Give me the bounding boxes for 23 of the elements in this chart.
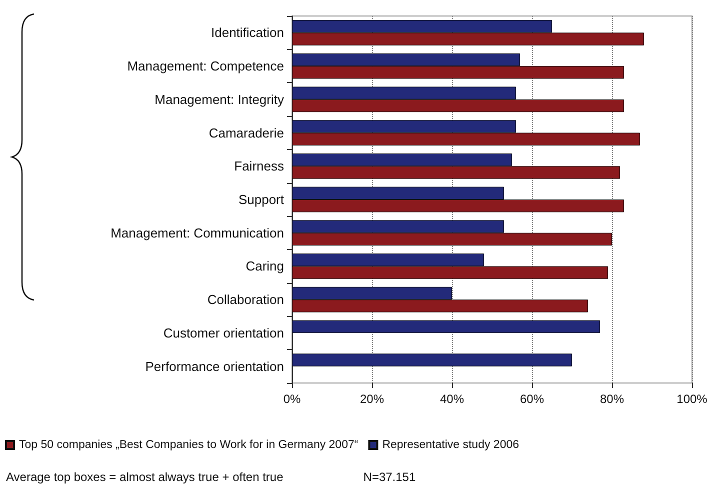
x-tick-label: 0%: [283, 392, 301, 406]
y-tick-label: Camaraderie: [208, 125, 284, 140]
y-tick-label: Management: Communication: [110, 225, 284, 240]
y-tick-label: Fairness: [234, 158, 284, 174]
y-tick-label: Management: Integrity: [154, 92, 284, 107]
y-tick-label: Management: Competence: [127, 58, 284, 74]
y-tick-label: Customer orientation: [163, 325, 284, 340]
y-tick-label: Caring: [246, 258, 284, 274]
x-tick-label: 100%: [676, 392, 708, 406]
y-tick-label: Collaboration: [207, 292, 284, 308]
bar: [292, 354, 572, 366]
text: N=37.151: [363, 470, 416, 484]
x-tick-label: 40%: [440, 392, 464, 406]
x-tick-label: 20%: [360, 392, 384, 406]
y-tick-label: Identification: [211, 25, 284, 40]
x-tick-label: 60%: [520, 392, 544, 406]
text: Average top boxes = almost always true + often true: [6, 470, 284, 484]
y-tick-label: Support: [238, 192, 284, 207]
y-tick-label: Performance orientation: [145, 358, 284, 374]
bar: [292, 320, 600, 333]
legend-label: Top 50 companies „Best Companies to Work for in Germany 2007“: [19, 439, 358, 451]
x-tick-label: 80%: [600, 392, 624, 406]
legend-label: Representative study 2006: [382, 439, 520, 451]
